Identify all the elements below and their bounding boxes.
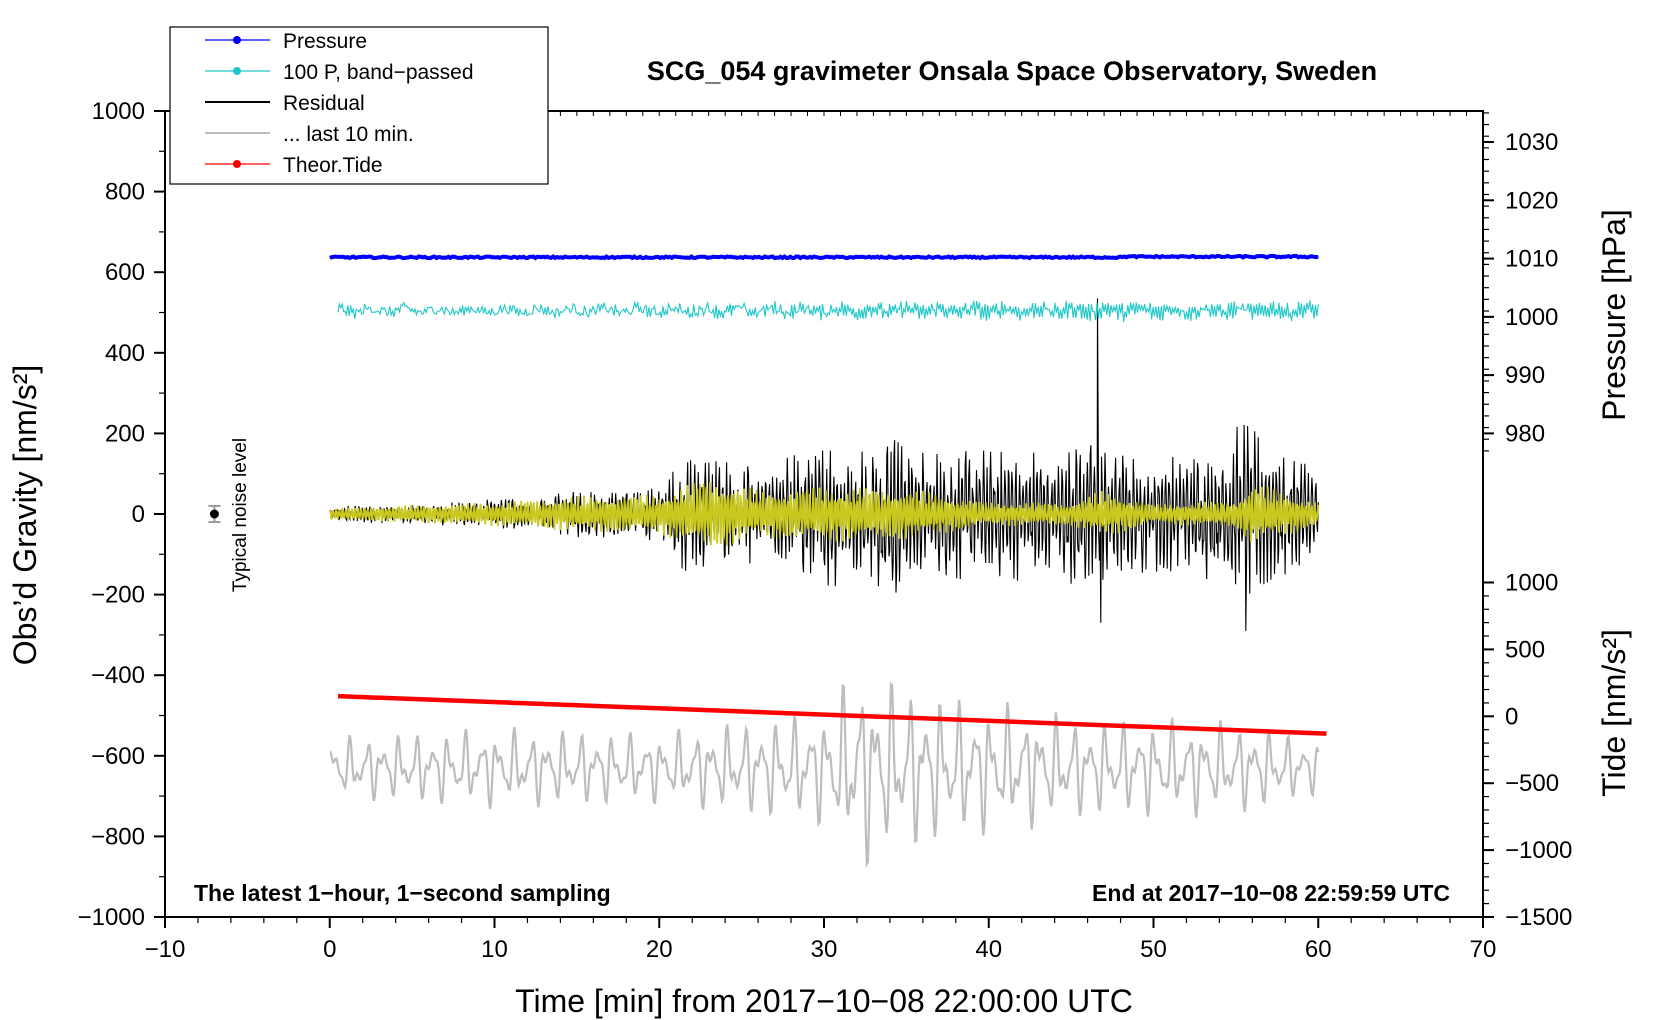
y-axis-title-left: Obs’d Gravity [nm/s²] xyxy=(7,365,43,666)
pressure-tick-label: 1020 xyxy=(1505,187,1558,214)
chart-title: SCG_054 gravimeter Onsala Space Observat… xyxy=(647,56,1377,86)
series-theoretical-tide xyxy=(337,693,1327,736)
legend-label-residual: Residual xyxy=(283,92,365,115)
series-last-10-min xyxy=(329,681,1320,869)
y-axis-title-pressure: Pressure [hPa] xyxy=(1596,209,1632,421)
series-pressure xyxy=(329,253,1319,261)
x-tick-label: 50 xyxy=(1140,936,1167,963)
tide-tick-label: −500 xyxy=(1505,770,1559,797)
legend-marker-pressure xyxy=(233,36,241,44)
x-tick-label: 60 xyxy=(1305,936,1332,963)
pressure-tick-label: 990 xyxy=(1505,362,1545,389)
tide-tick-label: 0 xyxy=(1505,703,1518,730)
pressure-tick-label: 1000 xyxy=(1505,304,1558,331)
axes-layer: −10 0 10 20 30 40 50 60 70−1000−800−600−400−2000… xyxy=(78,98,1573,963)
x-tick-label: 20 xyxy=(646,936,673,963)
tide-tick-label: 1000 xyxy=(1505,570,1558,597)
y-tick-label: 800 xyxy=(105,179,145,206)
annotation-sampling: The latest 1−hour, 1−second sampling xyxy=(194,880,611,906)
y-tick-label: −800 xyxy=(91,823,145,850)
legend-label-bandpassed: 100 P, band−passed xyxy=(283,61,474,84)
legend: Pressure 100 P, band−passed Residual ...… xyxy=(169,26,549,185)
x-axis-title: Time [min] from 2017−10−08 22:00:00 UTC xyxy=(515,983,1133,1019)
x-tick-label: 0 xyxy=(323,936,336,963)
x-tick-label: 70 xyxy=(1470,936,1497,963)
series-residual-filtered xyxy=(328,482,1320,546)
legend-label-pressure: Pressure xyxy=(283,30,367,53)
data-layer xyxy=(208,253,1327,869)
pressure-tick-label: 1030 xyxy=(1505,129,1558,156)
legend-label-last10: ... last 10 min. xyxy=(283,123,414,146)
legend-entry-last10: ... last 10 min. xyxy=(205,123,414,146)
y-tick-label: −600 xyxy=(91,743,145,770)
pressure-tick-label: 980 xyxy=(1505,420,1545,447)
legend-entry-tide: Theor.Tide xyxy=(205,154,383,177)
legend-entry-bandpassed: 100 P, band−passed xyxy=(205,61,474,84)
y-tick-label: −200 xyxy=(91,582,145,609)
pressure-tick-label: 1010 xyxy=(1505,246,1558,273)
tide-tick-label: 500 xyxy=(1505,636,1545,663)
legend-entry-residual: Residual xyxy=(205,92,365,115)
y-axis-title-tide: Tide [nm/s²] xyxy=(1596,629,1632,797)
series-residual xyxy=(329,298,1319,631)
series-pressure-bandpassed xyxy=(337,300,1319,323)
y-tick-label: 200 xyxy=(105,420,145,447)
legend-box xyxy=(169,26,549,185)
legend-label-tide: Theor.Tide xyxy=(283,154,383,177)
legend-marker-tide xyxy=(233,160,241,168)
annotation-end-time: End at 2017−10−08 22:59:59 UTC xyxy=(1092,880,1450,906)
y-tick-label: −400 xyxy=(91,662,145,689)
tide-tick-label: −1500 xyxy=(1505,904,1572,931)
y-tick-label: 600 xyxy=(105,259,145,286)
y-tick-label: −1000 xyxy=(78,904,145,931)
x-tick-label: 40 xyxy=(975,936,1002,963)
tide-tick-label: −1000 xyxy=(1505,837,1572,864)
y-tick-label: 400 xyxy=(105,340,145,367)
legend-marker-bandpassed xyxy=(233,67,241,75)
y-tick-label: 0 xyxy=(132,501,145,528)
noise-level-label: Typical noise level xyxy=(230,438,251,592)
y-tick-label: 1000 xyxy=(92,98,145,125)
legend-entry-pressure: Pressure xyxy=(205,30,367,53)
x-tick-label: −10 xyxy=(145,936,186,963)
x-tick-label: 10 xyxy=(481,936,508,963)
x-tick-label: 30 xyxy=(811,936,838,963)
noise-point xyxy=(209,509,219,519)
